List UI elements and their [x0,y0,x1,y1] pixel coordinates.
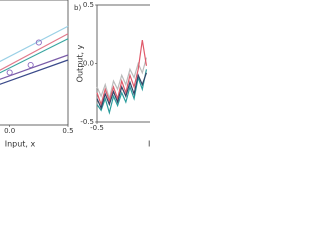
x-axis-label: Input, x [5,140,36,149]
panel-label: b) [74,4,81,12]
data-point [6,69,13,76]
figure: b) 0.0 0.5 Input, x -0.5-0.5 0.0 0.5 Input, x O… [0,0,201,149]
x-tick-label: 0.0 [4,127,15,135]
y-axis-label: Output, y [76,44,85,82]
series-line [0,25,69,63]
y-tick-label: -0.5 [80,118,94,126]
y-tick-label: 0.0 [83,60,94,68]
series-line [0,38,69,74]
series-line [0,54,69,80]
series-line [96,57,148,101]
data-point [35,39,42,46]
y-tick-label: 0.5 [83,1,94,9]
series-line [0,59,69,85]
x-tick-label: -0.5 [90,124,104,132]
series-line [96,40,148,107]
plot-frame [0,0,69,126]
series-line [96,72,148,110]
x-axis-label: Input, x [148,140,150,149]
data-point [27,61,34,69]
x-tick-label: 0.5 [62,127,73,135]
series-line [0,33,69,71]
plot-frame [96,4,201,123]
